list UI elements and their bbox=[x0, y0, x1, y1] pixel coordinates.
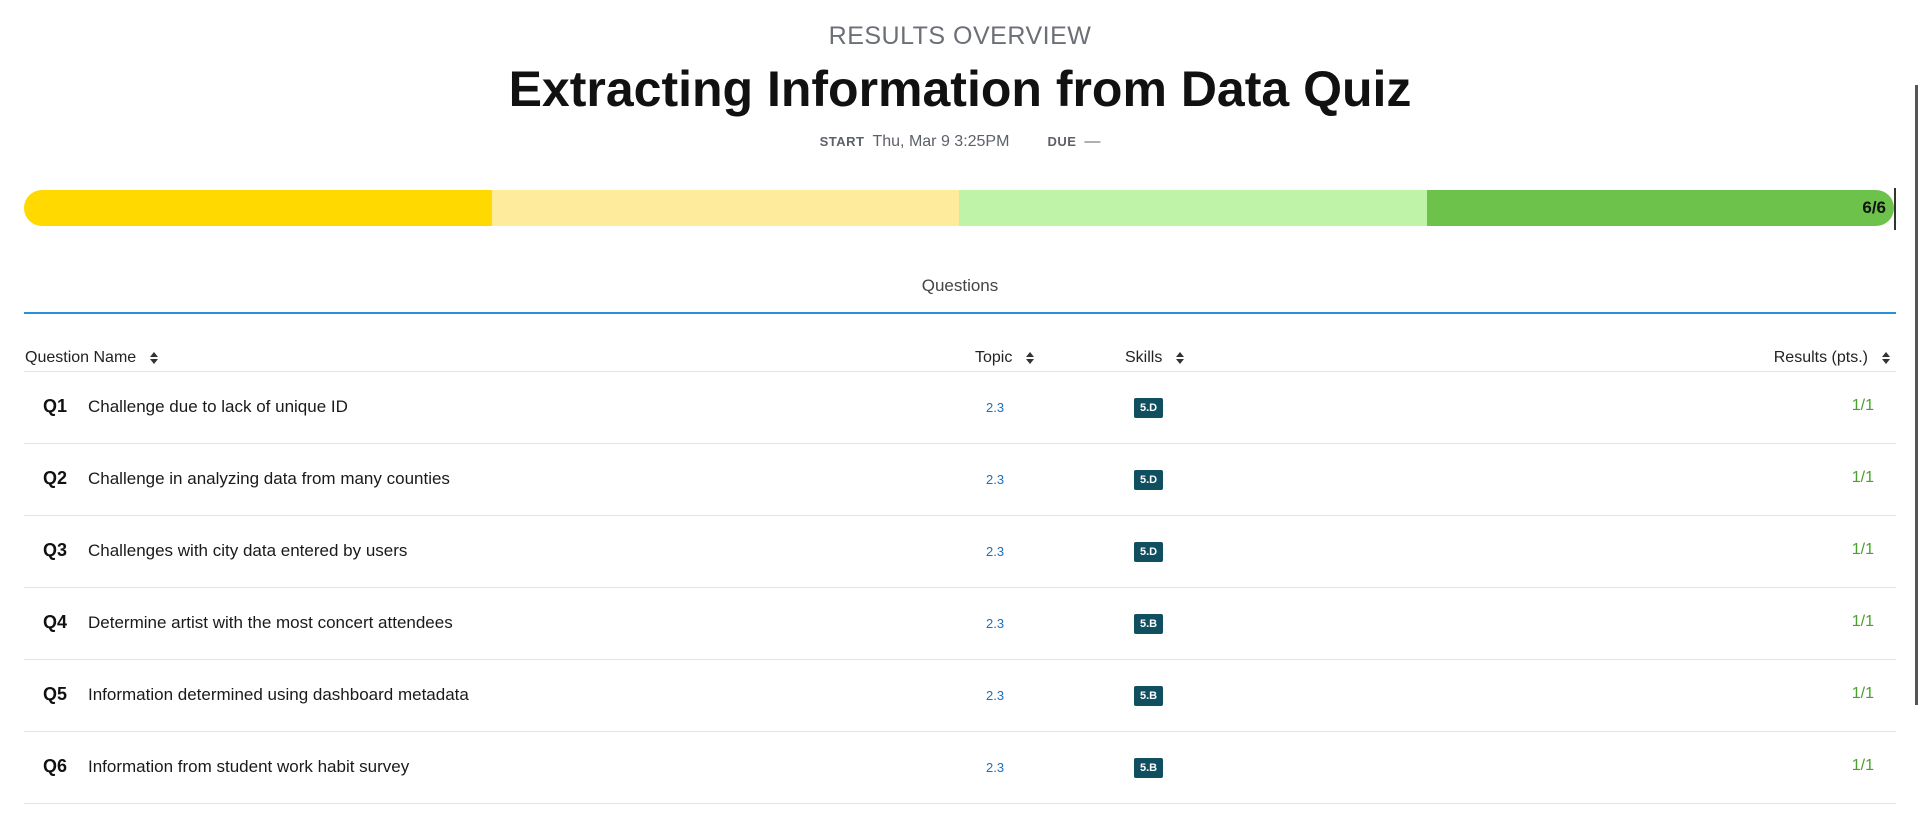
question-number: Q5 bbox=[43, 684, 68, 704]
sort-icon[interactable] bbox=[1176, 352, 1185, 364]
date-info: START Thu, Mar 9 3:25PM DUE — bbox=[0, 133, 1920, 151]
question-name-link[interactable]: Information from student work habit surv… bbox=[88, 757, 410, 776]
page-title: Extracting Information from Data Quiz bbox=[508, 61, 1412, 117]
table-row[interactable]: Q5 Information determined using dashboard… bbox=[24, 660, 1896, 732]
sort-icon[interactable] bbox=[1882, 352, 1890, 364]
skill-badge: 5.B bbox=[1134, 758, 1164, 778]
score-value: 1/1 bbox=[1851, 397, 1874, 414]
question-number: Q4 bbox=[43, 612, 68, 632]
column-header-results[interactable]: Results (pts.) bbox=[1774, 349, 1890, 367]
column-header-label: Results (pts.) bbox=[1773, 349, 1868, 366]
skill-badge: 5.B bbox=[1134, 614, 1164, 634]
progress-label: 6/6 bbox=[1862, 198, 1886, 217]
topic-link[interactable]: 2.3 bbox=[986, 688, 1005, 703]
column-header-topic[interactable]: Topic bbox=[975, 349, 1035, 367]
topic-link[interactable]: 2.3 bbox=[986, 616, 1005, 631]
tab-questions[interactable]: Questions bbox=[921, 276, 999, 295]
start-label: START bbox=[819, 134, 865, 149]
start-value: Thu, Mar 9 3:25PM bbox=[872, 133, 1010, 150]
score-value: 1/1 bbox=[1851, 685, 1874, 702]
question-name-link[interactable]: Determine artist with the most concert a… bbox=[88, 613, 453, 632]
progress-segment-1 bbox=[24, 190, 492, 226]
progress-segment-4 bbox=[1426, 190, 1894, 226]
question-number: Q2 bbox=[43, 468, 68, 488]
topic-link[interactable]: 2.3 bbox=[986, 760, 1005, 775]
table-row[interactable]: Q4 Determine artist with the most concert… bbox=[24, 588, 1896, 660]
score-value: 1/1 bbox=[1851, 757, 1874, 774]
topic-link[interactable]: 2.3 bbox=[986, 544, 1005, 559]
due-label: DUE bbox=[1047, 134, 1077, 149]
sort-icon[interactable] bbox=[1026, 352, 1035, 364]
table-row[interactable]: Q6 Information from student work habit su… bbox=[24, 732, 1896, 804]
skill-badge: 5.D bbox=[1134, 542, 1164, 562]
question-number: Q3 bbox=[43, 540, 68, 560]
score-value: 1/1 bbox=[1851, 541, 1874, 558]
column-header-skills[interactable]: Skills bbox=[1125, 349, 1185, 367]
questions-table-body: Q1 Challenge due to lack of unique ID 2.3 5… bbox=[24, 372, 1896, 804]
question-name-link[interactable]: Information determined using dashboard m… bbox=[88, 685, 469, 704]
topic-link[interactable]: 2.3 bbox=[986, 472, 1005, 487]
score-progress-bar: 6/6 bbox=[24, 190, 1894, 226]
column-header-label: Question Name bbox=[25, 349, 137, 366]
tab-bar: Questions bbox=[24, 268, 1896, 314]
table-header: Question Name Topic Skills Results (pts.… bbox=[24, 340, 1896, 372]
table-row[interactable]: Q2 Challenge in analyzing data from many … bbox=[24, 444, 1896, 516]
sort-icon[interactable] bbox=[150, 352, 159, 364]
progress-segment-2 bbox=[491, 190, 959, 226]
question-name-link[interactable]: Challenges with city data entered by use… bbox=[88, 541, 408, 560]
text-cursor bbox=[1894, 188, 1896, 230]
table-row[interactable]: Q3 Challenges with city data entered by u… bbox=[24, 516, 1896, 588]
question-number: Q6 bbox=[43, 756, 68, 776]
skill-badge: 5.D bbox=[1134, 398, 1164, 418]
skill-badge: 5.D bbox=[1134, 470, 1164, 490]
due-value: — bbox=[1084, 133, 1101, 150]
question-number: Q1 bbox=[43, 396, 68, 416]
score-value: 1/1 bbox=[1851, 469, 1874, 486]
column-header-label: Topic bbox=[975, 349, 1013, 366]
score-value: 1/1 bbox=[1851, 613, 1874, 630]
column-header-question-name[interactable]: Question Name bbox=[25, 349, 159, 367]
progress-segment-3 bbox=[959, 190, 1427, 226]
question-name-link[interactable]: Challenge in analyzing data from many co… bbox=[88, 469, 450, 488]
column-header-label: Skills bbox=[1125, 349, 1163, 366]
page-eyebrow: RESULTS OVERVIEW bbox=[828, 22, 1092, 50]
skill-badge: 5.B bbox=[1134, 686, 1164, 706]
table-row[interactable]: Q1 Challenge due to lack of unique ID 2.3 5… bbox=[24, 372, 1896, 444]
question-name-link[interactable]: Challenge due to lack of unique ID bbox=[88, 397, 348, 416]
topic-link[interactable]: 2.3 bbox=[986, 400, 1005, 415]
scrollbar[interactable] bbox=[1915, 85, 1918, 705]
